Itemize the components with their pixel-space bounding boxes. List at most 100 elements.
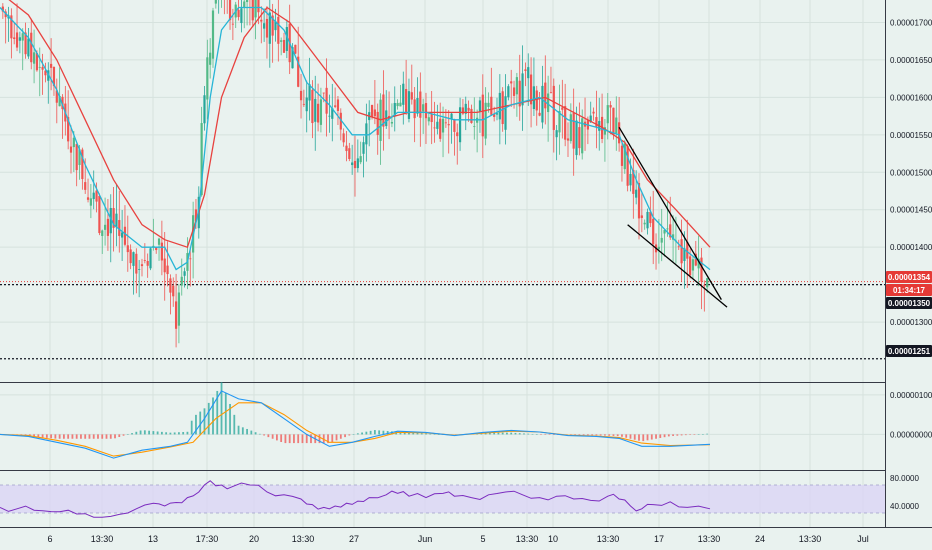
candle-body[interactable] <box>160 242 163 261</box>
candle-body[interactable] <box>89 198 92 206</box>
candle-body[interactable] <box>331 108 334 119</box>
candle-body[interactable] <box>495 113 499 115</box>
candle-body[interactable] <box>194 209 198 222</box>
candle-body[interactable] <box>359 156 362 163</box>
candle-body[interactable] <box>399 102 402 107</box>
candle-body[interactable] <box>200 123 203 196</box>
candle-body[interactable] <box>677 246 680 248</box>
candle-body[interactable] <box>370 104 374 117</box>
candle-body[interactable] <box>575 120 578 156</box>
candle-body[interactable] <box>140 264 144 267</box>
candle-body[interactable] <box>280 40 283 42</box>
candle-body[interactable] <box>328 115 331 117</box>
candle-body[interactable] <box>566 138 570 141</box>
candle-body[interactable] <box>86 197 90 200</box>
candle-body[interactable] <box>316 103 320 123</box>
candle-body[interactable] <box>637 182 641 219</box>
candle-body[interactable] <box>245 0 249 3</box>
candle-body[interactable] <box>211 10 215 59</box>
candle-body[interactable] <box>265 18 269 38</box>
candle-body[interactable] <box>694 253 697 266</box>
candle-body[interactable] <box>657 246 660 250</box>
candle-body[interactable] <box>129 249 132 264</box>
candle-body[interactable] <box>487 102 490 107</box>
rsi-pane[interactable] <box>0 480 885 518</box>
candle-body[interactable] <box>260 19 263 22</box>
candle-body[interactable] <box>351 162 354 166</box>
candle-body[interactable] <box>67 117 70 142</box>
candle-body[interactable] <box>58 95 61 107</box>
time-axis[interactable]: 6 13:30 13 17:30 20 13:30 27 Jun 5 13:30 10 13:30 17… <box>47 534 868 544</box>
candle-body[interactable] <box>319 99 323 125</box>
candle-body[interactable] <box>166 265 169 275</box>
candle-body[interactable] <box>24 32 27 55</box>
candle-body[interactable] <box>35 53 39 71</box>
candle-body[interactable] <box>32 52 36 64</box>
candle-body[interactable] <box>629 173 632 186</box>
candle-body[interactable] <box>69 146 73 153</box>
candle-body[interactable] <box>620 145 624 166</box>
candle-body[interactable] <box>410 92 413 100</box>
candle-body[interactable] <box>390 121 394 124</box>
candle-body[interactable] <box>521 73 524 106</box>
candle-body[interactable] <box>209 52 212 65</box>
candle-body[interactable] <box>155 247 158 251</box>
candle-body[interactable] <box>382 94 385 127</box>
candle-body[interactable] <box>416 97 419 114</box>
candle-body[interactable] <box>177 292 181 326</box>
candle-body[interactable] <box>478 100 482 112</box>
candle-body[interactable] <box>21 33 24 41</box>
candle-body[interactable] <box>325 87 328 114</box>
candle-body[interactable] <box>189 258 192 260</box>
candle-body[interactable] <box>251 0 254 21</box>
candle-body[interactable] <box>72 137 75 148</box>
candle-body[interactable] <box>237 9 240 18</box>
candle-body[interactable] <box>609 105 612 108</box>
candle-body[interactable] <box>271 15 274 36</box>
candle-body[interactable] <box>334 105 337 107</box>
candle-body[interactable] <box>291 47 294 69</box>
candle-body[interactable] <box>138 269 141 270</box>
candle-body[interactable] <box>109 207 112 234</box>
candle-body[interactable] <box>635 189 638 198</box>
candle-body[interactable] <box>578 127 581 149</box>
candle-body[interactable] <box>106 218 110 236</box>
candle-body[interactable] <box>302 103 305 105</box>
candle-body[interactable] <box>589 115 592 123</box>
candle-body[interactable] <box>393 102 396 116</box>
candle-body[interactable] <box>595 117 598 127</box>
candle-body[interactable] <box>396 102 399 107</box>
candle-body[interactable] <box>55 90 58 103</box>
candle-body[interactable] <box>555 130 558 138</box>
candle-body[interactable] <box>115 213 118 228</box>
candle-body[interactable] <box>50 63 53 68</box>
candle-body[interactable] <box>706 278 709 288</box>
candle-body[interactable] <box>527 67 530 79</box>
candle-body[interactable] <box>27 38 30 57</box>
candle-body[interactable] <box>501 91 504 125</box>
candle-body[interactable] <box>274 21 277 31</box>
candle-body[interactable] <box>402 83 405 105</box>
candle-body[interactable] <box>123 226 127 245</box>
candle-body[interactable] <box>481 94 484 137</box>
candle-body[interactable] <box>18 37 21 41</box>
candle-body[interactable] <box>484 102 487 139</box>
candle-body[interactable] <box>15 32 19 48</box>
candle-body[interactable] <box>504 96 507 130</box>
candle-body[interactable] <box>118 220 121 236</box>
candle-body[interactable] <box>703 284 706 286</box>
candle-body[interactable] <box>680 239 683 264</box>
candle-body[interactable] <box>282 39 286 53</box>
candle-body[interactable] <box>490 96 493 115</box>
candle-body[interactable] <box>314 98 317 122</box>
candle-body[interactable] <box>433 127 436 129</box>
candle-body[interactable] <box>564 106 567 140</box>
candle-body[interactable] <box>263 23 266 29</box>
candle-body[interactable] <box>257 0 260 13</box>
candle-body[interactable] <box>376 111 379 135</box>
candle-body[interactable] <box>121 232 124 238</box>
candle-body[interactable] <box>172 285 175 297</box>
candle-body[interactable] <box>456 132 459 137</box>
candle-body[interactable] <box>529 74 533 105</box>
